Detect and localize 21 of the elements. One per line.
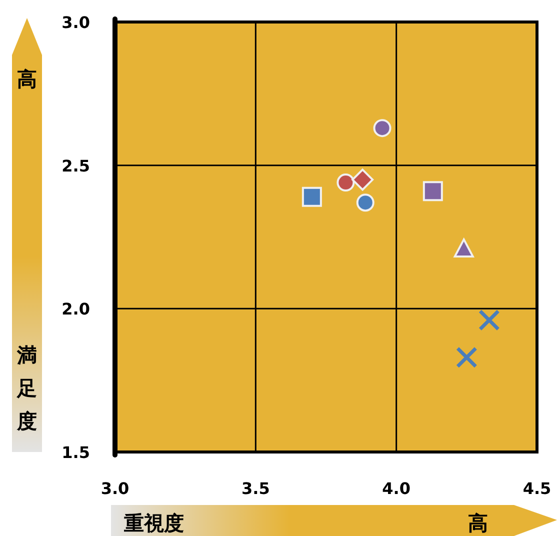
x-tick-label: 3.0 xyxy=(100,479,130,498)
x-tick-label: 3.5 xyxy=(241,479,270,498)
x-axis-title: 重視度 xyxy=(123,511,184,535)
x-tick-label: 4.5 xyxy=(522,479,552,498)
y-axis-title: 満足度 xyxy=(16,343,37,433)
point xyxy=(422,181,443,202)
y-tick-label: 2.0 xyxy=(62,300,90,319)
y-tick-label: 3.0 xyxy=(62,13,90,32)
point xyxy=(456,346,478,368)
point xyxy=(478,309,500,331)
point xyxy=(356,194,374,212)
text: 高 xyxy=(468,511,488,535)
point xyxy=(336,174,355,192)
point xyxy=(454,238,474,258)
y-tick-label: 1.5 xyxy=(62,443,90,462)
point xyxy=(352,168,374,191)
text: 高 xyxy=(17,67,37,91)
point xyxy=(373,119,392,138)
y-tick-label: 2.5 xyxy=(62,156,90,176)
point xyxy=(302,186,322,207)
x-tick-label: 4.0 xyxy=(382,479,411,498)
